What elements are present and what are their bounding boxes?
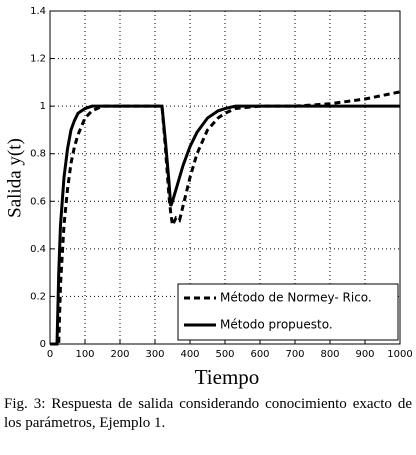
y-tick-label: 0.6	[30, 196, 46, 207]
x-tick-label: 400	[180, 349, 199, 360]
y-tick-label: 0.4	[30, 244, 46, 255]
x-tick-label: 900	[355, 349, 374, 360]
y-tick-label: 1.4	[30, 6, 46, 17]
y-tick-label: 0	[40, 339, 46, 350]
x-tick-label: 300	[145, 349, 164, 360]
legend-label: Método de Normey- Rico.	[220, 291, 372, 305]
x-tick-label: 600	[250, 349, 269, 360]
y-tick-label: 1.2	[30, 54, 46, 65]
x-tick-label: 100	[75, 349, 94, 360]
x-tick-label: 500	[215, 349, 234, 360]
y-tick-label: 1	[40, 101, 46, 112]
legend-box	[177, 283, 399, 341]
legend-label: Método propuesto.	[220, 318, 333, 332]
series-line	[50, 104, 400, 346]
x-tick-label: 0	[47, 349, 53, 360]
y-tick-label: 0.2	[30, 291, 46, 302]
x-tick-label: 800	[320, 349, 339, 360]
chart: Tiempo Salida y(t) 0 100 200 300 400 500 600 70…	[4, 6, 412, 389]
x-tick-label: 200	[110, 349, 129, 360]
plot-frame	[49, 10, 401, 345]
x-axis-label: Tiempo	[195, 365, 260, 389]
x-tick-label: 1000	[387, 349, 412, 360]
x-tick-label: 700	[285, 349, 304, 360]
y-tick-label: 0.8	[30, 149, 46, 160]
caption: Fig. 3: Respuesta de salida considerando…	[4, 396, 412, 431]
y-axis-label: Salida y(t)	[4, 138, 25, 218]
